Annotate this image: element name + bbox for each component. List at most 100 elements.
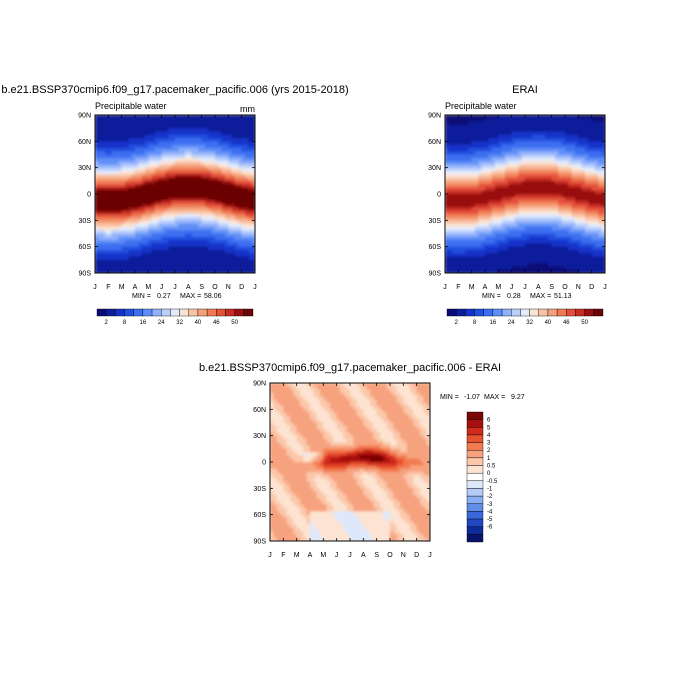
colorbar-swatch	[225, 308, 235, 317]
y-tick-label: 90N	[428, 113, 441, 120]
colorbar-swatch	[466, 488, 484, 497]
panel-diff-colorbar: 65 4 32 1 0.50 -0.5-1 -2 -3-4 -5 -6	[466, 411, 498, 543]
panel-model-min-label: MIN =	[132, 293, 151, 300]
colorbar-label: 46	[213, 320, 220, 326]
colorbar-label: 50	[581, 320, 588, 326]
panel-model-min-value: 0.27	[157, 293, 171, 300]
panel-erai-field	[445, 115, 605, 273]
panel-model-max-value: 58.06	[204, 293, 222, 300]
x-tick-label: M	[495, 284, 501, 291]
colorbar-label: -1	[487, 486, 493, 492]
colorbar-label: -2	[487, 494, 493, 500]
colorbar-label: 16	[490, 320, 497, 326]
colorbar-label: -0.5	[487, 479, 498, 485]
x-tick-label: J	[160, 284, 164, 291]
colorbar-swatch	[575, 308, 585, 317]
panel-erai-subtitle: Precipitable water	[445, 101, 517, 111]
x-tick-label: M	[320, 552, 326, 559]
panel-diff: b.e21.BSSP370cmip6.f09_g17.pacemaker_pac…	[199, 362, 525, 559]
colorbar-label: 5	[487, 425, 491, 431]
y-tick-label: 0	[437, 192, 441, 199]
panel-erai-title: ERAI	[512, 84, 538, 96]
colorbar-label: -3	[487, 502, 493, 508]
panel-model-max-label: MAX =	[180, 293, 201, 300]
panel-erai-colorbar: 2 8 16 24 32 40 46 50	[446, 308, 604, 326]
colorbar-swatch	[206, 308, 217, 317]
colorbar-label: 0	[487, 471, 491, 477]
x-tick-label: D	[414, 552, 419, 559]
x-tick-label: J	[443, 284, 447, 291]
x-tick-label: S	[374, 552, 379, 559]
x-tick-label: M	[119, 284, 125, 291]
colorbar-swatch	[492, 308, 503, 317]
panel-diff-max-value: 9.27	[511, 394, 525, 401]
colorbar-swatch	[466, 442, 484, 451]
colorbar-swatch	[133, 308, 144, 317]
y-tick-label: 90S	[429, 271, 442, 278]
colorbar-swatch	[179, 308, 189, 317]
x-tick-label: M	[294, 552, 300, 559]
x-tick-label: S	[549, 284, 554, 291]
x-tick-label: M	[469, 284, 475, 291]
x-tick-label: J	[173, 284, 177, 291]
colorbar-swatch	[243, 308, 254, 317]
y-tick-label: 60N	[428, 139, 441, 146]
panel-diff-min-value: -1.07	[464, 394, 480, 401]
x-tick-label: O	[212, 284, 218, 291]
colorbar-swatch	[466, 480, 484, 489]
colorbar-swatch	[511, 308, 521, 317]
y-tick-label: 90S	[79, 271, 92, 278]
x-tick-label: O	[562, 284, 568, 291]
colorbar-swatch	[466, 518, 484, 527]
colorbar-label: 6	[487, 418, 491, 424]
x-tick-label: J	[253, 284, 257, 291]
colorbar-swatch	[197, 308, 208, 317]
panel-erai-min-label: MIN =	[482, 293, 501, 300]
colorbar-swatch	[547, 308, 558, 317]
x-tick-label: A	[133, 284, 138, 291]
colorbar-swatch	[466, 465, 484, 474]
panel-erai-max-value: 51.13	[554, 293, 572, 300]
x-tick-label: J	[335, 552, 339, 559]
colorbar-swatch	[520, 308, 530, 317]
panel-erai-max-label: MAX =	[530, 293, 551, 300]
panel-erai-min-value: 0.28	[507, 293, 521, 300]
panel-model-subtitle: Precipitable water	[95, 101, 167, 111]
x-tick-label: N	[576, 284, 581, 291]
x-tick-label: N	[226, 284, 231, 291]
colorbar-swatch	[466, 457, 484, 466]
colorbar-swatch	[466, 503, 484, 512]
colorbar-label: 40	[545, 320, 552, 326]
x-tick-label: O	[387, 552, 393, 559]
colorbar-label: -6	[487, 525, 493, 531]
colorbar-label: 24	[508, 320, 515, 326]
colorbar-label: 0.5	[487, 464, 496, 470]
colorbar-label: 8	[473, 320, 477, 326]
colorbar-label: 24	[158, 320, 165, 326]
colorbar-swatch	[466, 495, 484, 504]
panel-model-title: b.e21.BSSP370cmip6.f09_g17.pacemaker_pac…	[1, 84, 348, 96]
y-tick-label: 60N	[78, 139, 91, 146]
colorbar-label: 2	[105, 320, 109, 326]
colorbar-swatch	[466, 427, 484, 436]
y-tick-label: 60S	[429, 244, 442, 251]
x-tick-label: N	[401, 552, 406, 559]
colorbar-label: 32	[526, 320, 533, 326]
y-tick-label: 60N	[253, 407, 266, 414]
colorbar-swatch	[455, 308, 466, 317]
y-tick-label: 30S	[429, 218, 442, 225]
panel-model: b.e21.BSSP370cmip6.f09_g17.pacemaker_pac…	[1, 84, 348, 326]
panel-erai: ERAI Precipitable water J F M A M J J A S O N D J90N…	[428, 84, 607, 326]
x-tick-label: J	[523, 284, 527, 291]
colorbar-label: 2	[487, 448, 491, 454]
colorbar-label: -5	[487, 517, 493, 523]
y-tick-label: 90N	[253, 381, 266, 388]
x-tick-label: J	[93, 284, 97, 291]
x-tick-label: M	[145, 284, 151, 291]
x-tick-label: A	[361, 552, 366, 559]
y-tick-label: 0	[262, 460, 266, 467]
x-tick-label: A	[483, 284, 488, 291]
y-tick-label: 90S	[254, 539, 267, 546]
